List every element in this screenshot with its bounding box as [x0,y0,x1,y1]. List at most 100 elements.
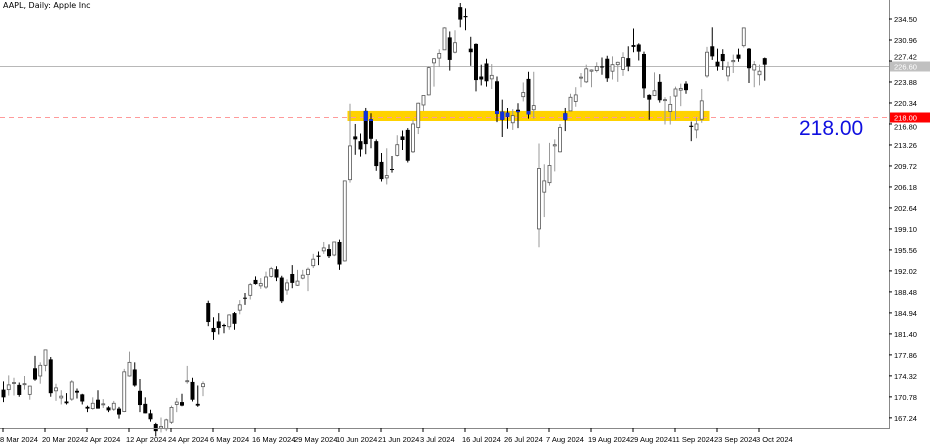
candle-2024-08-26 [615,61,620,82]
price-axis[interactable]: 234.50 230.96 227.42 223.88 220.34 216.80 213.… [889,15,917,423]
price-tick-label: 213.26 [894,141,917,150]
candle-body-bull [332,241,337,256]
candle-2024-07-12 [453,30,457,54]
candle-2024-04-16 [138,378,142,413]
candle-2024-07-26 [505,107,510,129]
candle-body-bear [358,141,363,150]
candle-2024-09-06 [657,74,662,103]
candle-body-bull [678,87,683,91]
candle-2024-08-14 [573,87,578,107]
candle-body-bear [279,277,284,302]
candle-2024-09-24 [720,49,725,70]
price-tick-label: 227.42 [894,53,917,62]
candle-body-bull [558,127,562,153]
candle-body-bull [269,268,274,277]
time-tick-label: 24 Apr 2024 [168,435,208,444]
candle-body-highlight [516,110,520,113]
time-tick-label: 16 May 2024 [252,435,295,444]
candle-2024-05-22 [274,266,279,282]
candle-2024-10-04 [762,57,767,81]
candle-2024-09-10 [668,96,673,125]
candle-2024-03-12 [12,377,16,396]
candle-body-bull [248,284,253,296]
candle-body-bear [516,109,520,113]
candle-2024-04-26 [180,393,184,407]
candle-body-bull [185,380,190,383]
candle-2024-05-07 [216,313,221,335]
candle-2024-06-07 [332,241,337,257]
candle-body-bull [652,90,657,96]
candle-body-bull [69,381,74,400]
candle-2024-08-05 [537,143,541,248]
candle-body-bear [148,413,153,420]
candle-body-bull [699,100,704,120]
candle-body-bull [159,425,163,429]
candle-body-bear [474,43,478,81]
candle-body-bull [285,282,289,291]
time-tick-label: 2 Apr 2024 [84,435,120,444]
candle-2024-07-19 [479,64,484,86]
candle-2024-07-29 [510,109,515,130]
candle-body-bear [17,384,22,395]
candle-2024-04-10 [117,406,121,419]
candle-body-bull [111,402,116,410]
candle-2024-07-30 [516,103,520,129]
time-tick-label: 6 May 2024 [210,435,249,444]
candle-body-bear [484,63,489,82]
candle-body-bear [327,249,331,257]
candle-2024-06-06 [327,244,331,258]
candle-2024-06-27 [400,130,405,151]
candle-body-bear [495,81,499,114]
price-tick-label: 223.88 [894,78,917,87]
candle-2024-08-19 [589,69,594,88]
candle-body-bull [731,60,736,63]
candle-2024-09-19 [705,46,709,78]
candle-body-bull [568,96,573,112]
candle-2024-05-06 [211,317,216,340]
candle-body-bull [510,115,515,124]
candle-body-bull [615,61,620,66]
candle-2024-03-20 [43,349,48,372]
candle-body-bull [589,69,594,72]
candle-2024-07-24 [495,76,499,123]
candle-body-bear [96,399,100,409]
candle-body-bull [531,105,536,111]
candle-body-bear [400,136,405,140]
chart-title: AAPL, Daily: Apple Inc [3,1,91,10]
candle-2024-10-03 [757,64,762,86]
candle-body-bear [605,58,610,79]
candle-2024-10-01 [747,48,751,84]
candle-2024-07-15 [458,2,463,28]
candle-body-bear [479,76,484,80]
candle-2024-08-02 [531,71,536,119]
candle-body-bear [1,389,6,398]
candle-2024-06-25 [390,155,394,173]
candle-2024-08-20 [594,62,599,73]
candle-body-bull [258,283,263,287]
candle-body-bull [610,64,615,72]
candle-2024-09-03 [642,51,646,98]
candle-2024-05-17 [258,278,263,289]
time-axis[interactable]: 8 Mar 2024 20 Mar 2024 2 Apr 2024 12 Apr 20… [0,428,793,444]
time-tick-label: 8 Mar 2024 [0,435,38,444]
candle-2024-03-14 [22,375,27,390]
candle-2024-09-30 [741,27,746,48]
candle-body-bull [705,51,709,77]
candle-2024-05-29 [295,269,300,286]
candle-body-highlight [500,111,505,120]
candle-2024-07-10 [442,27,447,51]
candle-body-bull [311,258,316,267]
price-tick-label: 192.02 [894,267,917,276]
candles-layer [1,2,767,437]
candle-2024-03-21 [48,357,53,397]
candle-2024-04-12 [127,351,132,377]
candle-2024-05-01 [195,385,200,407]
candle-body-bull [12,382,16,384]
candle-2024-06-11 [342,180,347,262]
candle-body-bull [426,67,431,96]
candle-body-bear [80,394,85,402]
candle-2024-08-29 [631,28,636,53]
candle-2024-06-13 [353,123,358,155]
candle-body-bull [300,274,305,279]
